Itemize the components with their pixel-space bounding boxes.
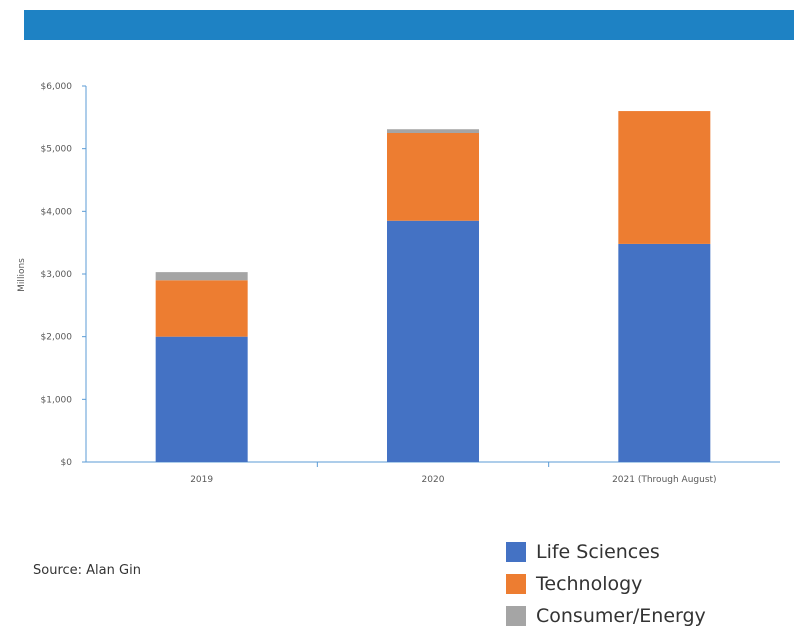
bar-segment bbox=[387, 129, 479, 133]
bar-segment bbox=[618, 243, 711, 462]
y-tick-label: $5,000 bbox=[41, 145, 73, 155]
bar-segment bbox=[155, 336, 248, 462]
y-axis-label: Millions bbox=[17, 258, 27, 292]
y-tick-label: $2,000 bbox=[41, 333, 73, 343]
legend-swatch-life-sciences bbox=[506, 542, 526, 562]
bar-segment bbox=[618, 111, 711, 244]
legend-swatch-technology bbox=[506, 574, 526, 594]
x-tick-label: 2021 (Through August) bbox=[612, 475, 716, 485]
chart-bars bbox=[155, 111, 711, 462]
legend-swatch-consumer-energy bbox=[506, 606, 526, 626]
y-tick-label: $0 bbox=[61, 458, 73, 468]
legend-item-technology: Technology bbox=[506, 568, 706, 600]
legend-item-consumer-energy: Consumer/Energy bbox=[506, 600, 706, 632]
bar-segment bbox=[387, 220, 479, 462]
y-tick-label: $1,000 bbox=[41, 395, 73, 405]
legend-label: Life Sciences bbox=[536, 541, 660, 563]
bar-segment bbox=[387, 133, 479, 221]
y-tick-label: $6,000 bbox=[41, 82, 73, 92]
legend-item-life-sciences: Life Sciences bbox=[506, 536, 706, 568]
legend-label: Consumer/Energy bbox=[536, 605, 706, 627]
header-bar bbox=[24, 10, 794, 40]
y-tick-label: $4,000 bbox=[41, 207, 73, 217]
y-tick-label: $3,000 bbox=[41, 270, 73, 280]
bar-segment bbox=[155, 280, 248, 337]
x-tick-label: 2020 bbox=[422, 475, 445, 485]
legend-label: Technology bbox=[536, 573, 643, 595]
bar-segment bbox=[155, 272, 248, 281]
source-note: Source: Alan Gin bbox=[33, 563, 141, 578]
chart-legend: Life Sciences Technology Consumer/Energy bbox=[506, 536, 706, 632]
x-tick-label: 2019 bbox=[190, 475, 213, 485]
